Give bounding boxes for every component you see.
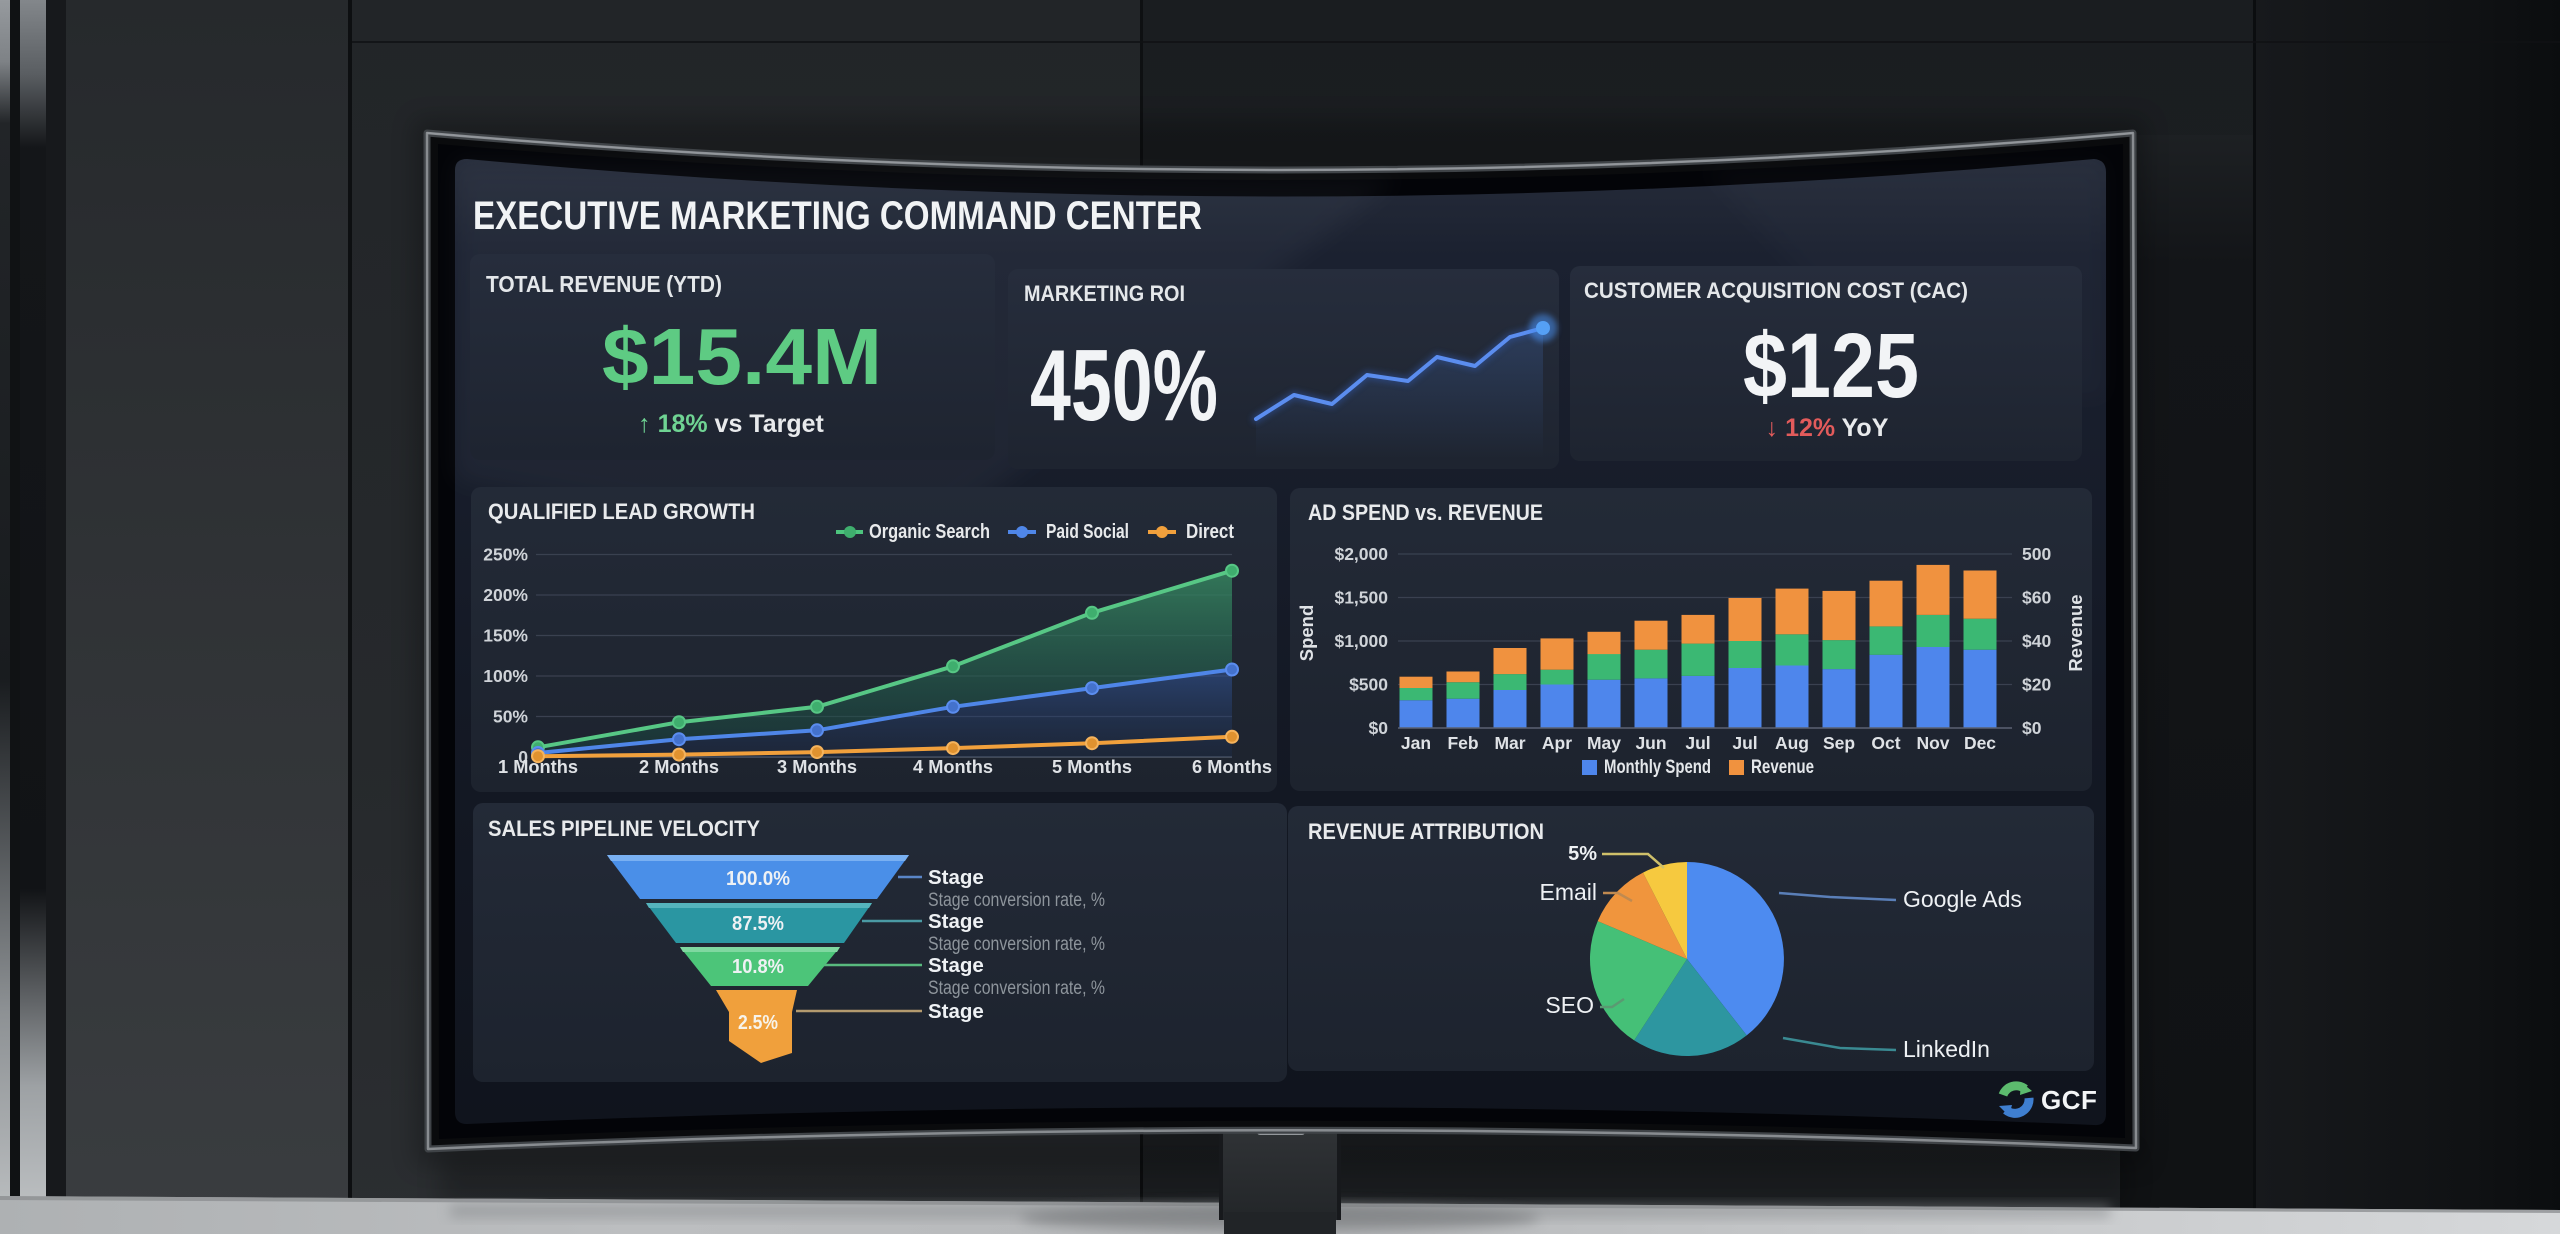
svg-text:$20: $20 <box>2022 675 2051 695</box>
svg-text:50%: 50% <box>493 707 528 727</box>
svg-text:250%: 250% <box>483 545 528 565</box>
svg-text:Organic Search: Organic Search <box>869 521 990 543</box>
svg-text:Aug: Aug <box>1775 733 1809 753</box>
svg-text:Stage conversion rate, %: Stage conversion rate, % <box>928 978 1105 999</box>
svg-text:AD SPEND vs. REVENUE: AD SPEND vs. REVENUE <box>1308 500 1543 525</box>
svg-text:Feb: Feb <box>1447 733 1478 753</box>
svg-text:$500: $500 <box>1349 675 1388 695</box>
svg-text:Stage: Stage <box>928 954 984 977</box>
svg-text:May: May <box>1587 733 1621 753</box>
svg-text:$60: $60 <box>2022 588 2051 608</box>
svg-text:Stage conversion rate, %: Stage conversion rate, % <box>928 890 1105 911</box>
svg-text:LinkedIn: LinkedIn <box>1903 1036 1990 1062</box>
svg-text:↓ 12% YoY: ↓ 12% YoY <box>1766 414 1889 442</box>
svg-text:0: 0 <box>518 747 528 767</box>
svg-text:Mar: Mar <box>1494 733 1525 753</box>
svg-text:SEO: SEO <box>1545 992 1594 1018</box>
svg-text:6 Months: 6 Months <box>1192 756 1272 777</box>
svg-text:Email: Email <box>1539 879 1597 905</box>
svg-text:Apr: Apr <box>1542 733 1572 753</box>
svg-text:REVENUE ATTRIBUTION: REVENUE ATTRIBUTION <box>1308 819 1544 844</box>
svg-text:Direct: Direct <box>1186 521 1234 543</box>
svg-text:Stage: Stage <box>928 866 984 889</box>
svg-text:CUSTOMER ACQUISITION COST (CAC: CUSTOMER ACQUISITION COST (CAC) <box>1584 278 1968 303</box>
svg-text:$1,000: $1,000 <box>1334 631 1388 651</box>
svg-text:Paid Social: Paid Social <box>1046 521 1129 543</box>
svg-text:450%: 450% <box>1030 330 1218 442</box>
svg-text:↑ 18% vs Target: ↑ 18% vs Target <box>638 410 824 438</box>
svg-text:Jun: Jun <box>1635 733 1666 753</box>
svg-text:Oct: Oct <box>1871 733 1900 753</box>
svg-text:4 Months: 4 Months <box>913 756 993 777</box>
svg-text:100.0%: 100.0% <box>726 868 790 890</box>
svg-text:Jan: Jan <box>1401 733 1431 753</box>
svg-text:$125: $125 <box>1743 315 1919 417</box>
svg-text:MARKETING ROI: MARKETING ROI <box>1024 281 1185 306</box>
svg-text:$15.4M: $15.4M <box>602 312 882 401</box>
svg-text:$0: $0 <box>2022 718 2042 738</box>
svg-text:2 Months: 2 Months <box>639 756 719 777</box>
svg-text:Monthly Spend: Monthly Spend <box>1604 757 1711 778</box>
svg-text:3 Months: 3 Months <box>777 756 857 777</box>
svg-text:Google Ads: Google Ads <box>1903 886 2022 912</box>
svg-text:Dec: Dec <box>1964 733 1996 753</box>
svg-text:150%: 150% <box>483 626 528 646</box>
svg-text:Stage: Stage <box>928 910 984 933</box>
svg-text:Spend: Spend <box>1296 605 1317 662</box>
svg-text:$40: $40 <box>2022 631 2051 651</box>
svg-text:100%: 100% <box>483 666 528 686</box>
svg-text:QUALIFIED LEAD GROWTH: QUALIFIED LEAD GROWTH <box>488 499 755 524</box>
svg-text:1 Months: 1 Months <box>498 756 578 777</box>
svg-text:$0: $0 <box>1369 718 1389 738</box>
svg-text:GCF: GCF <box>2041 1085 2097 1115</box>
svg-text:$1,500: $1,500 <box>1334 588 1388 608</box>
svg-text:10.8%: 10.8% <box>732 956 784 978</box>
svg-text:Revenue: Revenue <box>2065 594 2086 671</box>
svg-text:5%: 5% <box>1568 843 1597 865</box>
svg-text:Revenue: Revenue <box>1751 757 1814 778</box>
svg-text:EXECUTIVE MARKETING COMMAND CE: EXECUTIVE MARKETING COMMAND CENTER <box>473 194 1202 238</box>
svg-text:Sep: Sep <box>1823 733 1855 753</box>
svg-text:TOTAL REVENUE (YTD): TOTAL REVENUE (YTD) <box>486 271 722 297</box>
svg-text:Nov: Nov <box>1916 733 1949 753</box>
svg-text:$2,000: $2,000 <box>1334 544 1388 564</box>
svg-text:Jul: Jul <box>1685 733 1710 753</box>
svg-text:Stage: Stage <box>928 1000 984 1023</box>
svg-text:5 Months: 5 Months <box>1052 756 1132 777</box>
svg-text:Jul: Jul <box>1732 733 1757 753</box>
svg-text:SALES PIPELINE VELOCITY: SALES PIPELINE VELOCITY <box>488 816 760 841</box>
svg-text:87.5%: 87.5% <box>732 913 784 935</box>
svg-text:Stage conversion rate, %: Stage conversion rate, % <box>928 934 1105 955</box>
svg-text:200%: 200% <box>483 585 528 605</box>
svg-text:500: 500 <box>2022 544 2051 564</box>
svg-text:2.5%: 2.5% <box>738 1012 778 1034</box>
